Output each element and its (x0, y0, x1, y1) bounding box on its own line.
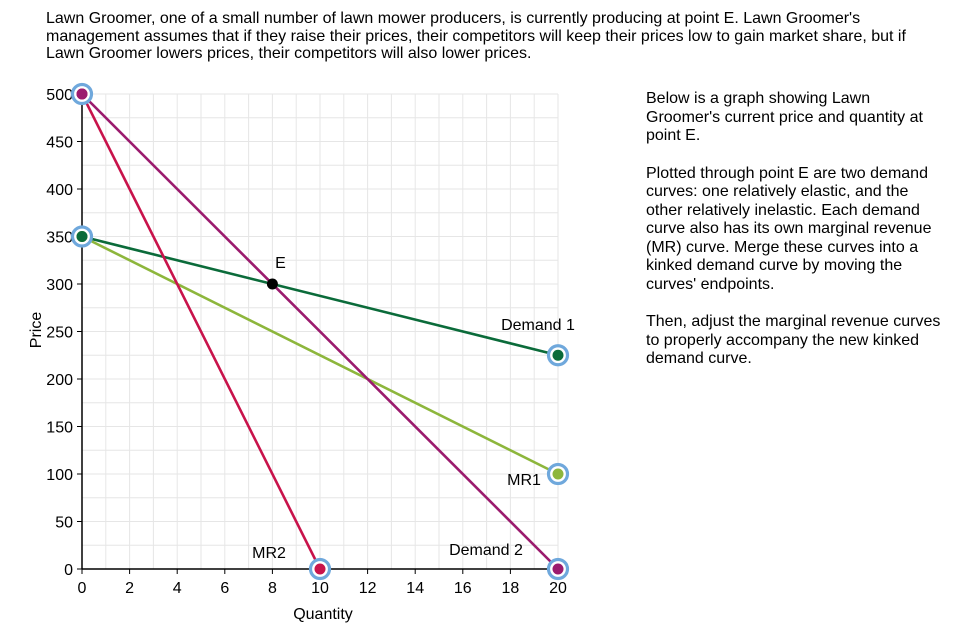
y-tick-label: 250 (46, 325, 73, 342)
y-tick-label: 100 (46, 467, 73, 484)
chart-curves (80, 92, 560, 571)
x-tick-label: 6 (220, 580, 229, 597)
chart-curve-labels: Demand 1 MR1 Demand 2 MR2 E (252, 255, 575, 562)
demand2-curve (80, 92, 560, 571)
x-tick-label: 4 (173, 580, 182, 597)
y-tick-label: 50 (55, 515, 73, 532)
x-tick-label: 2 (125, 580, 134, 597)
instruction-paragraph-3: Then, adjust the marginal revenue curves… (646, 313, 941, 367)
handle-dot (314, 563, 326, 575)
y-tick-label: 300 (46, 277, 73, 294)
demand1-endpoint-1-handle[interactable] (76, 231, 88, 242)
chart-ticks: 0 2 4 6 8 10 12 14 16 18 2005010015020025030035040… (46, 87, 567, 597)
instruction-paragraph-2: Plotted through point E are two demand c… (646, 164, 932, 293)
x-tick-label: 0 (78, 580, 87, 597)
mr1-label: MR1 (507, 472, 541, 489)
x-tick-label: 8 (268, 580, 277, 597)
mr2-curve (80, 92, 322, 571)
demand2-endpoint-1-handle[interactable] (76, 88, 88, 100)
y-tick-label: 0 (64, 562, 73, 579)
handle-dot (76, 88, 88, 100)
y-tick-label: 400 (46, 182, 73, 199)
demand1-label: Demand 1 (501, 317, 575, 334)
x-tick-label: 18 (502, 580, 520, 597)
x-axis-title: Quantity (293, 606, 353, 623)
x-tick-label: 16 (454, 580, 472, 597)
point-e-marker (266, 278, 278, 290)
intro-text: Lawn Groomer, one of a small number of l… (46, 10, 906, 62)
x-tick-label: 20 (549, 580, 567, 597)
chart-grid (82, 93, 559, 569)
handle-dot (76, 231, 88, 242)
demand2-label: Demand 2 (449, 542, 523, 559)
mr2-endpoint-2-handle[interactable] (308, 557, 332, 581)
point-e-label: E (275, 255, 286, 272)
mr2-label: MR2 (252, 545, 286, 562)
instructions-panel: Below is a graph showing Lawn Groomer's … (646, 90, 946, 388)
y-tick-label: 450 (46, 135, 73, 152)
y-tick-label: 500 (46, 87, 73, 104)
y-axis-title: Price (28, 312, 45, 349)
y-tick-label: 350 (46, 230, 73, 247)
x-tick-label: 10 (311, 580, 329, 597)
handle-dot (552, 349, 564, 361)
x-tick-label: 12 (359, 580, 377, 597)
chart-handles[interactable] (70, 82, 570, 581)
handle-dot (552, 468, 564, 480)
y-tick-label: 150 (46, 420, 73, 437)
handle-dot (552, 563, 564, 575)
mr1-endpoint-2-handle[interactable] (546, 462, 570, 486)
instruction-paragraph-1: Below is a graph showing Lawn Groomer's … (646, 90, 923, 144)
demand2-endpoint-2-handle[interactable] (546, 557, 570, 581)
y-tick-label: 200 (46, 372, 73, 389)
demand1-curve (80, 235, 560, 357)
mr1-curve (80, 235, 560, 476)
demand1-endpoint-2-handle[interactable] (546, 344, 570, 367)
x-tick-label: 14 (406, 580, 424, 597)
